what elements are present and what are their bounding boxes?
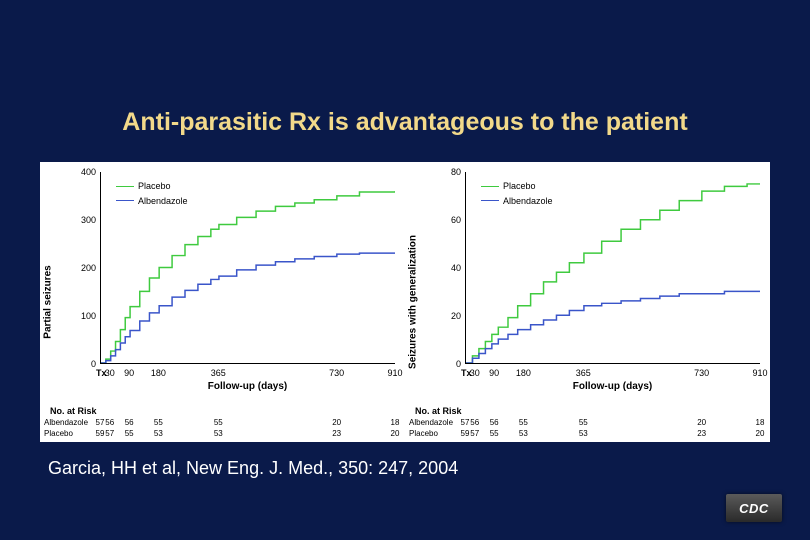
- left-risk-table: No. at Risk Albendazole57565655552018Pla…: [40, 406, 405, 440]
- ytick: 20: [445, 311, 461, 321]
- chart-right: Seizures with generalization Placebo Alb…: [405, 162, 770, 442]
- risk-value: 55: [125, 429, 134, 438]
- risk-value: 55: [214, 418, 223, 427]
- xtick: 90: [489, 368, 499, 378]
- legend-line-albendazole-r: [481, 200, 499, 201]
- legend-label-placebo: Placebo: [138, 180, 171, 193]
- chart-left: Partial seizures Placebo Albendazole Fol…: [40, 162, 405, 442]
- right-y-axis-label: Seizures with generalization: [408, 235, 419, 369]
- risk-row-label: Placebo: [40, 429, 100, 440]
- right-risk-table: No. at Risk Albendazole57565655552018Pla…: [405, 406, 770, 440]
- left-plot-area: Placebo Albendazole: [100, 172, 395, 364]
- right-x-axis-label: Follow-up (days): [465, 381, 760, 392]
- risk-value: 55: [154, 418, 163, 427]
- slide-title: Anti-parasitic Rx is advantageous to the…: [0, 108, 810, 137]
- xtick: 365: [576, 368, 591, 378]
- ytick: 40: [445, 263, 461, 273]
- ytick: 300: [80, 215, 96, 225]
- risk-value: 53: [214, 429, 223, 438]
- legend-line-albendazole: [116, 200, 134, 201]
- risk-row: Placebo5957 55 53 53 23 20: [40, 429, 405, 440]
- xtick: 180: [516, 368, 531, 378]
- risk-value: 57: [105, 429, 114, 438]
- right-plot-area: Placebo Albendazole: [465, 172, 760, 364]
- risk-row-label: Albendazole: [40, 418, 100, 429]
- risk-value: 55: [579, 418, 588, 427]
- citation: Garcia, HH et al, New Eng. J. Med., 350:…: [48, 458, 458, 479]
- legend-item-placebo-r: Placebo: [481, 180, 553, 193]
- xtick: 910: [387, 368, 402, 378]
- right-risk-title: No. at Risk: [415, 406, 770, 416]
- chart-container: Partial seizures Placebo Albendazole Fol…: [40, 162, 770, 442]
- risk-value: 57: [470, 429, 479, 438]
- risk-value: 20: [391, 429, 400, 438]
- xtick: 90: [124, 368, 134, 378]
- xtick: 730: [329, 368, 344, 378]
- ytick: 0: [80, 359, 96, 369]
- risk-row-label: Placebo: [405, 429, 465, 440]
- risk-value: 23: [697, 429, 706, 438]
- legend-line-placebo: [116, 186, 134, 187]
- risk-value: 55: [490, 429, 499, 438]
- risk-value: 18: [391, 418, 400, 427]
- risk-value: 20: [697, 418, 706, 427]
- legend-item-albendazole: Albendazole: [116, 195, 188, 208]
- legend-line-placebo-r: [481, 186, 499, 187]
- legend-label-albendazole: Albendazole: [138, 195, 188, 208]
- right-legend: Placebo Albendazole: [481, 180, 553, 209]
- ytick: 60: [445, 215, 461, 225]
- left-x-axis-label: Follow-up (days): [100, 381, 395, 392]
- legend-item-placebo: Placebo: [116, 180, 188, 193]
- legend-label-placebo-r: Placebo: [503, 180, 536, 193]
- xtick: 730: [694, 368, 709, 378]
- xtick: 910: [752, 368, 767, 378]
- risk-value: 53: [579, 429, 588, 438]
- left-legend: Placebo Albendazole: [116, 180, 188, 209]
- risk-value: 56: [490, 418, 499, 427]
- left-y-axis-label: Partial seizures: [43, 265, 54, 338]
- ytick: 0: [445, 359, 461, 369]
- risk-row: Albendazole57565655552018: [40, 418, 405, 429]
- risk-value: 18: [756, 418, 765, 427]
- risk-value: 59: [96, 429, 105, 438]
- risk-value: 20: [332, 418, 341, 427]
- risk-value: 23: [332, 429, 341, 438]
- risk-value: 56: [105, 418, 114, 427]
- ytick: 100: [80, 311, 96, 321]
- risk-value: 53: [519, 429, 528, 438]
- xtick: 365: [211, 368, 226, 378]
- risk-value: 56: [125, 418, 134, 427]
- xtick: 30: [470, 368, 480, 378]
- risk-value: 59: [461, 429, 470, 438]
- risk-value: 53: [154, 429, 163, 438]
- risk-value: 56: [470, 418, 479, 427]
- risk-row: Albendazole57565655552018: [405, 418, 770, 429]
- risk-row-label: Albendazole: [405, 418, 465, 429]
- ytick: 80: [445, 167, 461, 177]
- legend-item-albendazole-r: Albendazole: [481, 195, 553, 208]
- xtick: 30: [105, 368, 115, 378]
- xtick: 180: [151, 368, 166, 378]
- risk-value: 20: [756, 429, 765, 438]
- cdc-logo: CDC: [726, 494, 782, 522]
- risk-value: 55: [519, 418, 528, 427]
- risk-value: 57: [96, 418, 105, 427]
- legend-label-albendazole-r: Albendazole: [503, 195, 553, 208]
- ytick: 400: [80, 167, 96, 177]
- risk-value: 57: [461, 418, 470, 427]
- risk-row: Placebo5957 55 53 53 23 20: [405, 429, 770, 440]
- left-risk-title: No. at Risk: [50, 406, 405, 416]
- ytick: 200: [80, 263, 96, 273]
